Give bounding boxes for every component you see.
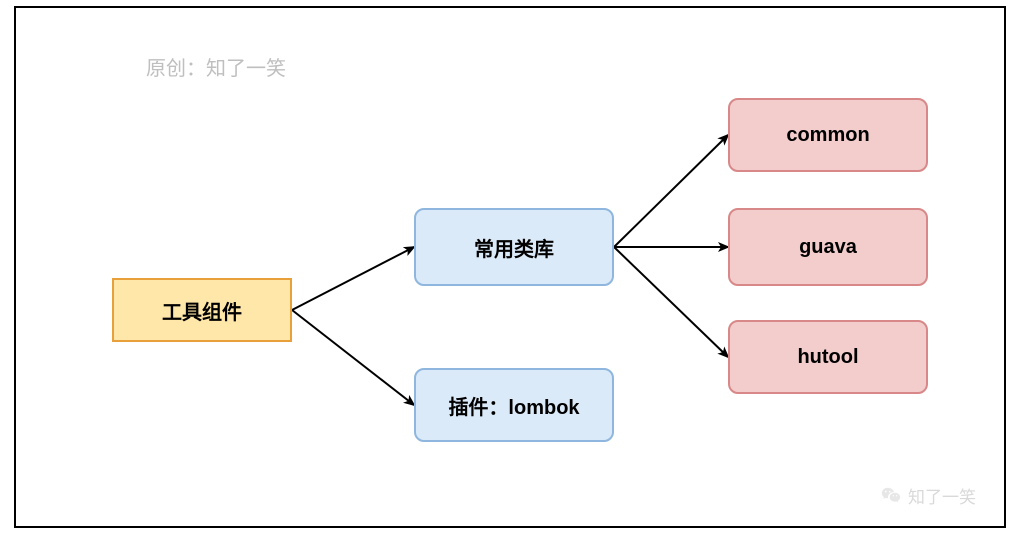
node-lib: 常用类库 [414,208,614,286]
node-root: 工具组件 [112,278,292,342]
watermark-bottom-text: 知了一笑 [908,483,976,508]
node-hutool: hutool [728,320,928,394]
node-guava: guava [728,208,928,286]
watermark-top: 原创：知了一笑 [146,52,286,81]
node-common: common [728,98,928,172]
wechat-icon [880,485,902,507]
edge-root-plugin [292,310,414,405]
node-plugin: 插件：lombok [414,368,614,442]
watermark-bottom: 知了一笑 [880,483,976,508]
edge-lib-common [614,135,728,247]
diagram-frame: 原创：知了一笑 工具组件 常用类库插件：lombok common guava huto… [14,6,1006,528]
edge-lib-hutool [614,247,728,357]
edge-root-lib [292,247,414,310]
